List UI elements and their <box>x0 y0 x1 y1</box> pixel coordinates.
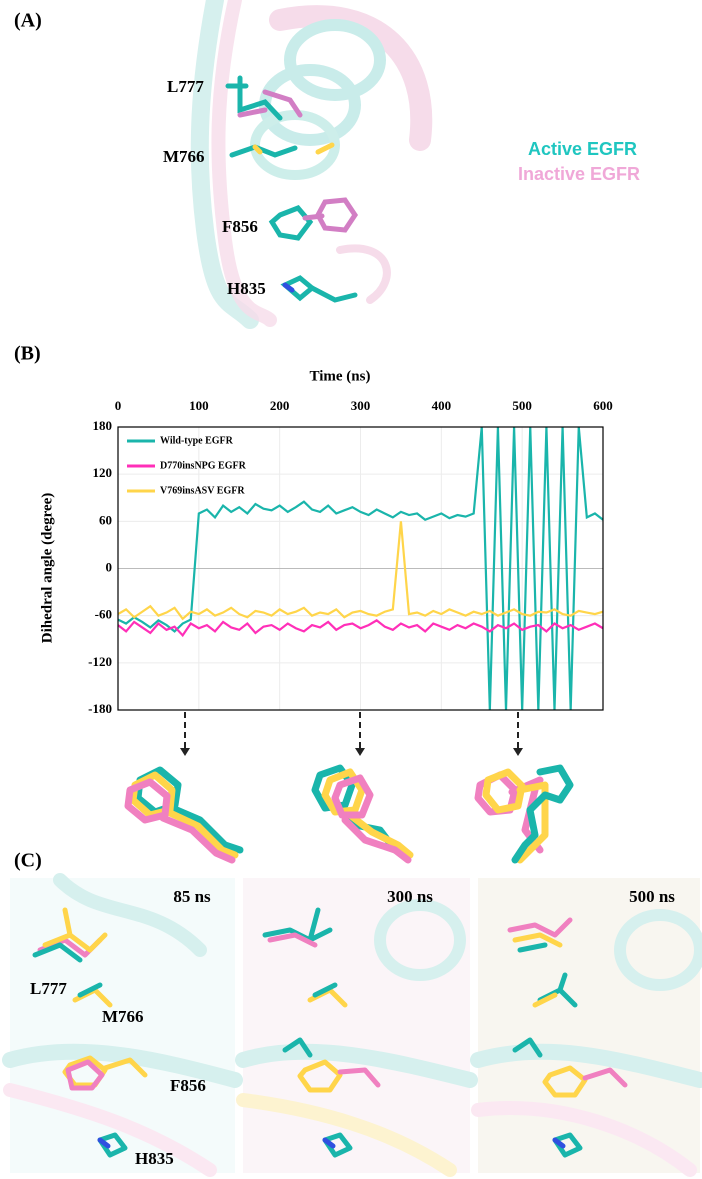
legend-label: D770insNPG EGFR <box>160 460 247 471</box>
y-tick-label: -60 <box>95 607 112 622</box>
panel-label: (A) <box>14 10 42 32</box>
x-tick-label: 300 <box>351 398 371 413</box>
residue-label: F856 <box>222 217 258 236</box>
series-line <box>117 619 604 638</box>
structure-a <box>190 0 433 329</box>
x-tick-label: 500 <box>512 398 532 413</box>
x-axis-title: Time (ns) <box>310 368 371 384</box>
residue-label: M766 <box>163 147 205 166</box>
time-label: 85 ns <box>173 887 211 906</box>
plot: 0 100 200 300 400 500 600 -180 -120 -60 0 60 120 180 W… <box>88 398 613 716</box>
snapshots <box>124 764 574 864</box>
y-tick-label: 60 <box>99 512 112 527</box>
time-label: 500 ns <box>629 887 675 906</box>
x-tick-label: 100 <box>189 398 209 413</box>
series-line <box>117 521 604 621</box>
residue-label: H835 <box>135 1149 174 1168</box>
legend-inactive: Inactive EGFR <box>518 164 640 184</box>
residue-label: M766 <box>102 1007 144 1026</box>
y-tick-label: 0 <box>106 559 113 574</box>
arrows <box>184 712 519 748</box>
legend-active: Active EGFR <box>528 139 637 159</box>
arrow-heads <box>180 748 523 756</box>
y-tick-label: 180 <box>93 418 113 433</box>
residue-label: L777 <box>30 979 67 998</box>
x-tick-label: 400 <box>432 398 452 413</box>
time-label: 300 ns <box>387 887 433 906</box>
residue-label: H835 <box>227 279 266 298</box>
y-tick-label: 120 <box>93 465 113 480</box>
y-tick-label: -120 <box>88 654 112 669</box>
y-tick-label: -180 <box>88 701 112 716</box>
plot-frame <box>117 426 604 711</box>
x-tick-label: 0 <box>115 398 122 413</box>
x-tick-label: 200 <box>270 398 290 413</box>
panel-label: (B) <box>14 343 41 365</box>
legend-label: V769insASV EGFR <box>160 485 245 496</box>
legend-label: Wild-type EGFR <box>160 435 234 446</box>
y-axis-title: Dihedral angle (degree) <box>39 493 55 644</box>
residue-label: L777 <box>167 77 204 96</box>
residue-label: F856 <box>170 1076 206 1095</box>
x-tick-label: 600 <box>593 398 613 413</box>
panel-label: (C) <box>14 850 42 872</box>
structure-c <box>2 873 702 1177</box>
